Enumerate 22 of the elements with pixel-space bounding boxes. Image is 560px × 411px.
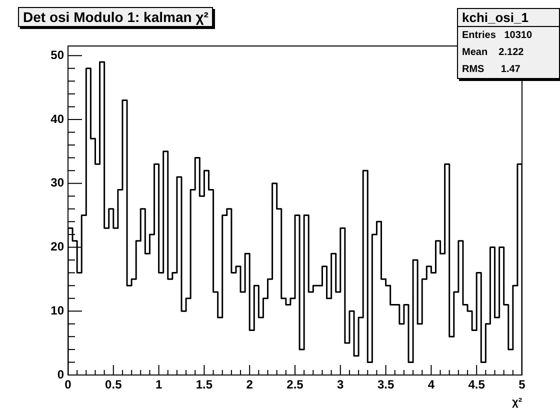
annotation: Mean 2.122 xyxy=(461,46,525,60)
y-tick-label: 40 xyxy=(50,112,64,126)
x-axis-title: χ² xyxy=(512,396,522,408)
x-tick-label: 3.5 xyxy=(377,378,394,392)
y-tick-label: 0 xyxy=(57,367,64,382)
annotation: RMS 1.47 xyxy=(461,63,522,77)
x-tick-label: 5 xyxy=(518,378,526,392)
x-tick-label: 3 xyxy=(337,378,344,392)
y-tick-label: 20 xyxy=(50,240,64,254)
x-tick-label: 4 xyxy=(428,378,435,392)
y-tick-label: 10 xyxy=(50,303,64,318)
x-tick-label: 1.5 xyxy=(196,378,213,392)
x-tick-label: 2 xyxy=(246,378,254,392)
x-tick-label: 2.5 xyxy=(286,378,304,392)
y-tick-label: 30 xyxy=(50,176,64,190)
y-tick-label: 50 xyxy=(50,48,64,62)
x-tick-label: 4.5 xyxy=(468,378,486,392)
chart-title: Det osi Modulo 1: kalman χ² xyxy=(18,7,214,27)
text: Entries 10310 xyxy=(461,29,534,43)
x-tick-label: 1 xyxy=(155,378,162,392)
text: kchi_osi_1 xyxy=(458,9,559,27)
x-tick-label: 0.5 xyxy=(105,378,122,392)
